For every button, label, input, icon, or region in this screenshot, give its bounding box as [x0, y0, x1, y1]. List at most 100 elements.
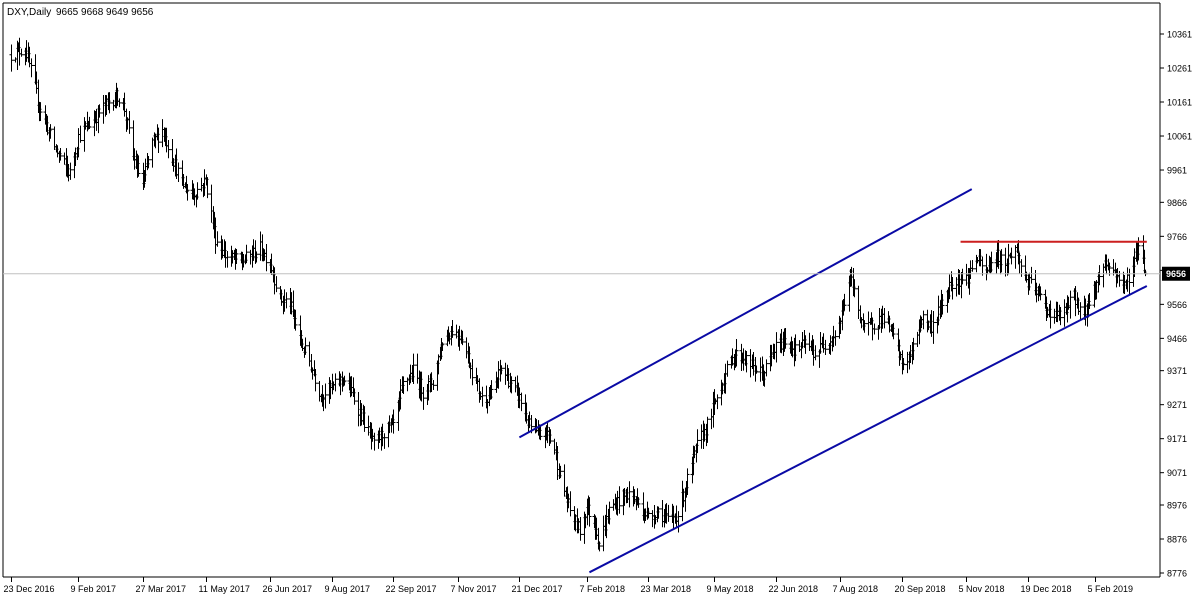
- x-tick-label: 9 May 2018: [707, 584, 754, 594]
- x-tick-label: 9 Feb 2017: [71, 584, 117, 594]
- ohlc-bar: [872, 323, 877, 335]
- ohlc-bar: [676, 511, 681, 533]
- ohlc-bar: [1048, 300, 1053, 329]
- ohlc-bar: [215, 231, 220, 247]
- ohlc-bar: [989, 251, 994, 273]
- ohlc-bar: [950, 277, 955, 300]
- drawn-lines: [518, 188, 1148, 574]
- ohlc-bar: [440, 342, 445, 352]
- ohlc-bar: [607, 501, 612, 525]
- current-price: 9656: [3, 266, 1190, 281]
- ohlc-bar: [921, 310, 926, 330]
- ohlc-bar: [29, 58, 34, 78]
- x-tick-label: 20 Sep 2018: [895, 584, 946, 594]
- current-price-tag: 9656: [1162, 266, 1190, 281]
- ohlc-bar: [901, 358, 906, 371]
- ohlc-bar: [744, 351, 749, 373]
- y-tick-label: 8776: [1167, 569, 1187, 579]
- ohlc-bar: [480, 386, 485, 407]
- ohlc-bar: [803, 335, 808, 354]
- y-tick-label: 10061: [1167, 132, 1192, 142]
- x-tick-label: 22 Sep 2017: [386, 584, 437, 594]
- ohlc-bar: [19, 48, 24, 57]
- ohlc-bar: [833, 330, 838, 346]
- y-tick-label: 9766: [1167, 232, 1187, 242]
- symbol-label: DXY,Daily: [7, 7, 51, 18]
- ohlc-bar: [195, 182, 200, 200]
- ohlc-bar: [274, 276, 279, 293]
- ohlc-bar: [1009, 247, 1014, 265]
- ohlc-bar: [372, 432, 377, 451]
- ohlc-bar: [342, 375, 347, 386]
- ohlc-bar: [38, 102, 43, 121]
- ohlc-bar: [597, 541, 602, 552]
- x-tick-label: 11 May 2017: [199, 584, 250, 594]
- ohlc-bar: [401, 376, 406, 395]
- x-tick-label: 9 Aug 2017: [325, 584, 371, 594]
- ohlc-bar: [695, 429, 700, 454]
- ohlc-bar: [646, 507, 651, 519]
- ohlc-bar: [185, 184, 190, 201]
- ohlc-bar: [578, 517, 583, 541]
- ohlc-bar: [725, 360, 730, 377]
- ohlc-bar: [1127, 268, 1132, 295]
- ohlc-bar: [107, 92, 112, 114]
- ohlc-bar: [499, 365, 504, 375]
- ohlc-bar: [862, 320, 867, 333]
- ohlc-bar: [999, 249, 1004, 273]
- ohlc-bar: [97, 104, 102, 118]
- ohlc-bar: [558, 465, 563, 479]
- x-tick-label: 7 Aug 2018: [833, 584, 879, 594]
- ohlc-bar: [509, 376, 514, 394]
- ohlc-bar: [617, 486, 622, 514]
- ohlc-bar: [627, 481, 632, 508]
- ohlc-values: 9665 9668 9649 9656: [56, 7, 154, 18]
- ohlc-bar: [1058, 306, 1063, 326]
- ohlc-bar: [68, 162, 73, 180]
- ohlc-bar: [166, 139, 171, 159]
- ohlc-bar: [127, 110, 132, 134]
- channel-upper-line[interactable]: [518, 188, 973, 439]
- ohlc-bar: [450, 319, 455, 338]
- ohlc-bar: [333, 373, 338, 392]
- chart-frame: [2, 2, 1161, 578]
- ohlc-bar: [264, 244, 269, 272]
- x-tick-label: 27 Mar 2017: [136, 584, 187, 594]
- ohlc-bar: [87, 116, 92, 130]
- ohlc-bar: [960, 268, 965, 285]
- x-tick-label: 26 Jun 2017: [263, 584, 313, 594]
- ohlc-bar: [793, 334, 798, 362]
- ohlc-bar: [411, 353, 416, 384]
- ohlc-bar: [156, 127, 161, 153]
- ohlc-bar: [234, 249, 239, 265]
- channel-lower-line[interactable]: [588, 285, 1148, 574]
- ohlc-bar: [244, 244, 249, 264]
- ohlc-bar: [9, 44, 14, 72]
- ohlc-bar: [656, 506, 661, 519]
- ohlc-bar: [587, 497, 592, 527]
- ohlc-bar: [813, 345, 818, 361]
- x-tick-label: 23 Dec 2016: [4, 584, 55, 594]
- ohlc-bar: [431, 380, 436, 391]
- y-tick-label: 10361: [1167, 30, 1192, 40]
- x-tick-label: 7 Nov 2017: [451, 584, 497, 594]
- x-tick-label: 7 Feb 2018: [580, 584, 626, 594]
- y-tick-label: 9566: [1167, 300, 1187, 310]
- ohlc-bar: [685, 468, 690, 495]
- chart-header: DXY,Daily 9665 9668 9649 9656: [7, 7, 154, 18]
- ohlc-bar: [489, 380, 494, 400]
- ohlc-bar: [891, 322, 896, 340]
- time-axis: 23 Dec 2016 9 Feb 2017 27 Mar 2017 11 May 2…: [4, 577, 1133, 594]
- ohlc-bar: [519, 392, 524, 412]
- ohlc-bar: [293, 309, 298, 331]
- ohlc-bar: [548, 429, 553, 444]
- ohlc-bar: [783, 328, 788, 349]
- ohlc-bar: [764, 359, 769, 377]
- ohlc-bar: [58, 147, 63, 161]
- ohlc-bar: [382, 433, 387, 449]
- ohlc-bar: [352, 388, 357, 405]
- ohlc-bar: [1097, 265, 1102, 286]
- ohlc-bar: [852, 279, 857, 298]
